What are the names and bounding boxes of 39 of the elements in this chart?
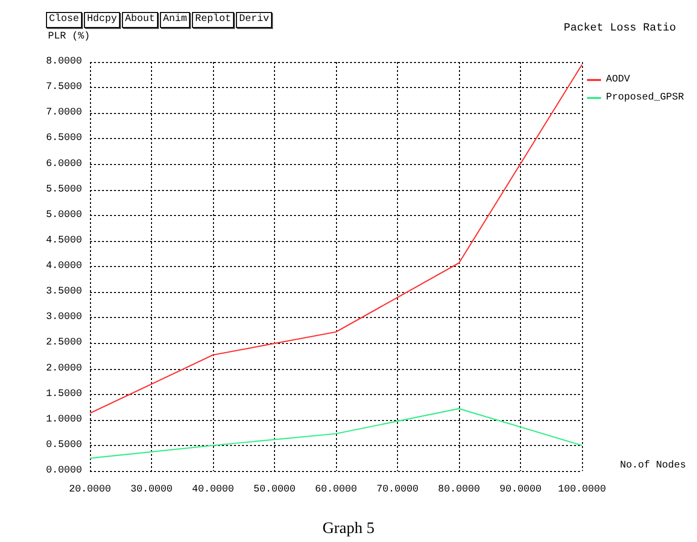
y-tick-label: 0.5000 (46, 440, 82, 451)
x-tick-label: 20.0000 (68, 484, 112, 496)
y-axis-title: PLR (%) (48, 30, 90, 42)
y-tick-label: 4.5000 (46, 235, 82, 246)
y-tick-label: 2.0000 (46, 363, 82, 374)
toolbar-button: Replot (192, 12, 234, 28)
legend-label: Proposed_GPSR (606, 92, 684, 104)
x-tick-label: 80.0000 (438, 484, 480, 496)
x-tick-label: 30.0000 (130, 484, 173, 496)
toolbar-button: Close (46, 12, 82, 28)
toolbar-button: Deriv (236, 12, 272, 28)
x-axis-title: No.of Nodes (620, 460, 686, 472)
x-tick-label: 40.0000 (192, 484, 234, 496)
y-tick-label: 6.5000 (46, 133, 82, 144)
y-tick-label: 5.5000 (46, 184, 82, 196)
caption: Graph 5 (322, 520, 376, 538)
y-tick-label: 4.0000 (46, 261, 82, 272)
toolbar-button: Hdcpy (84, 12, 120, 28)
y-tick-label: 1.5000 (46, 388, 82, 400)
y-tick-label: 7.0000 (46, 108, 82, 119)
line-series (89, 408, 583, 459)
text: Packet Loss Ratio (564, 22, 676, 34)
y-tick-label: 6.0000 (46, 158, 82, 170)
y-tick-label: 3.5000 (46, 286, 82, 298)
x-tick-label: 70.0000 (376, 484, 418, 496)
toolbar-button: Anim (160, 12, 190, 28)
y-tick-label: 3.0000 (46, 312, 82, 324)
toolbar-button: About (122, 12, 158, 28)
y-tick-label: 8.0000 (46, 56, 82, 68)
y-tick-label: 0.0000 (46, 466, 82, 476)
x-tick-label: 60.0000 (314, 484, 357, 496)
y-tick-label: 7.5000 (46, 82, 82, 94)
legend-label: AODV (606, 74, 630, 86)
x-tick-label: 50.0000 (253, 484, 296, 496)
y-tick-label: 2.5000 (46, 338, 82, 349)
y-tick-label: 5.0000 (46, 210, 82, 221)
x-tick-label: 100.0000 (558, 484, 606, 496)
x-tick-label: 90.0000 (499, 484, 542, 496)
y-tick-label: 1.0000 (46, 414, 82, 426)
